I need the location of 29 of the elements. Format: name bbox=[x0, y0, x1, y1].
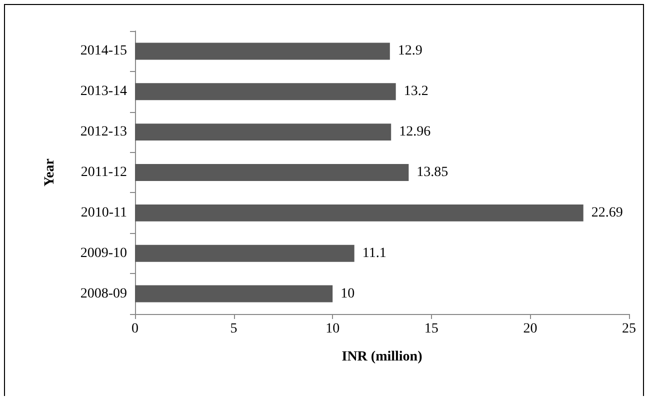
y-tick-label: 2013-14 bbox=[80, 84, 127, 100]
y-tick-label: 2010-11 bbox=[80, 205, 127, 220]
x-tick-label: 25 bbox=[622, 322, 636, 336]
x-tick-label: 10 bbox=[326, 322, 340, 336]
x-tick-label: 15 bbox=[424, 322, 438, 336]
x-tick-label: 20 bbox=[523, 322, 538, 336]
bar bbox=[135, 42, 390, 60]
bar bbox=[135, 204, 584, 222]
x-tick-label: 0 bbox=[132, 322, 138, 336]
data-label: 12.9 bbox=[398, 44, 422, 59]
y-axis-title: Year bbox=[42, 158, 58, 186]
x-axis-title: INR (million) bbox=[342, 350, 423, 364]
bar bbox=[135, 164, 409, 181]
data-label: 13.85 bbox=[416, 165, 448, 180]
data-label: 10 bbox=[340, 286, 355, 302]
y-tick-label: 2011-12 bbox=[80, 165, 127, 180]
y-tick-label: 2012-13 bbox=[80, 124, 127, 140]
data-label: 12.96 bbox=[399, 124, 431, 140]
y-tick-label: 2008-09 bbox=[80, 286, 127, 302]
data-label: 13.2 bbox=[404, 84, 428, 100]
data-label: 22.69 bbox=[591, 205, 623, 220]
bar bbox=[135, 83, 396, 100]
bar bbox=[135, 285, 333, 302]
y-tick-label: 2009-10 bbox=[80, 246, 127, 261]
bar bbox=[135, 124, 392, 141]
bar bbox=[135, 244, 354, 262]
data-label: 11.1 bbox=[362, 246, 386, 261]
x-tick-label: 5 bbox=[230, 322, 238, 336]
y-tick-label: 2014-15 bbox=[80, 44, 127, 59]
